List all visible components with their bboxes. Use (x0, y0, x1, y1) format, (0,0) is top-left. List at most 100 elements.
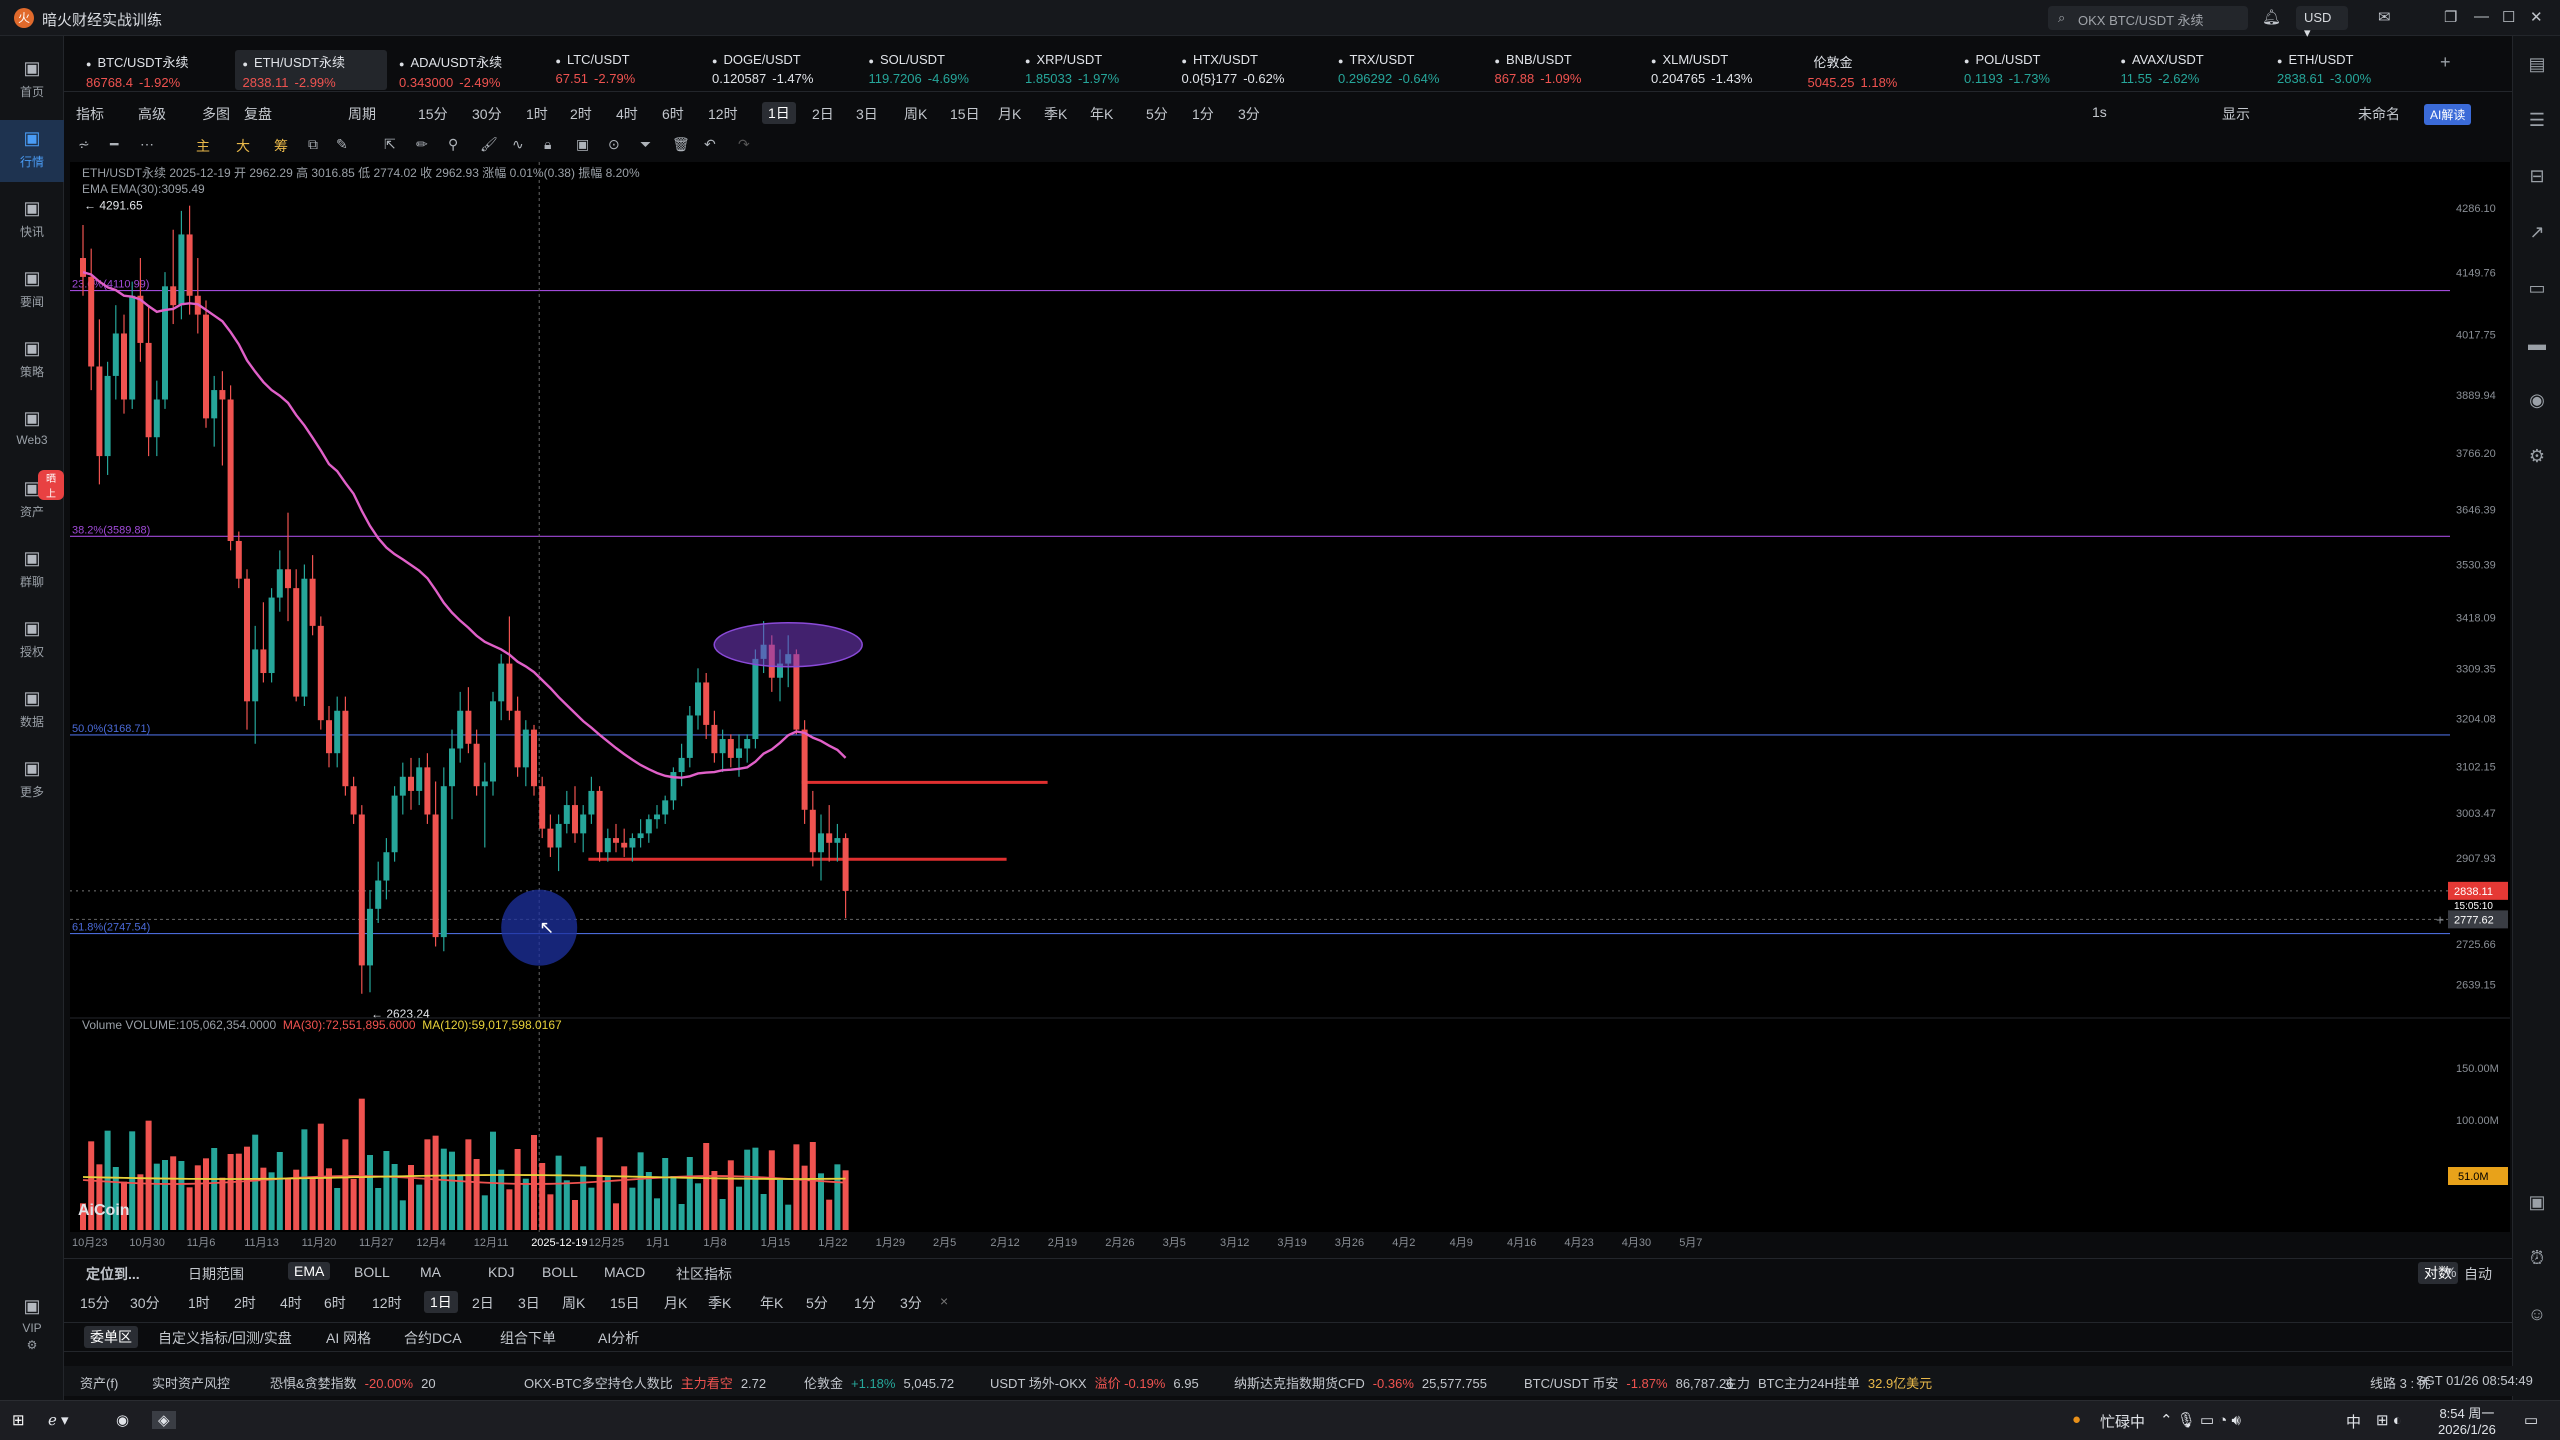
ticker-item[interactable]: BTC/USDT永续 86768.4 -1.92% (78, 50, 230, 90)
ticker-item[interactable]: LTC/USDT 67.51 -2.79% (548, 50, 700, 90)
edit-icon[interactable]: ✎ (336, 136, 348, 152)
period-tab[interactable]: 30分 (130, 1295, 160, 1311)
brush-icon[interactable]: 🖌︎ (480, 136, 498, 152)
trash-icon[interactable]: 🗑︎ (672, 136, 690, 152)
period-tab[interactable]: 月K (664, 1295, 688, 1311)
robot-icon[interactable]: ◉ (2529, 390, 2545, 410)
maximize-icon[interactable]: ☐ (2502, 9, 2516, 26)
chatbot-icon[interactable]: ☺ (2527, 1304, 2547, 1324)
period-tab[interactable]: 3日 (518, 1295, 540, 1311)
toolbar-item[interactable]: 复盘 (244, 106, 272, 122)
period-tab[interactable]: 1日 (424, 1291, 458, 1313)
main-chart-toggle[interactable]: 主 (196, 138, 210, 154)
sidebar-item-3[interactable]: ▣ 要闻 (0, 260, 64, 322)
toolbar-item[interactable]: 月K (998, 106, 1022, 122)
sidebar-item-1[interactable]: ▣ 行情 (0, 120, 64, 182)
indicator-tab[interactable]: 定位到... (86, 1266, 140, 1282)
toolbar-item[interactable]: 多图 (202, 106, 230, 122)
sidebar-item-11[interactable]: ▣ VIP (0, 1288, 64, 1350)
toolbar-item[interactable]: 3日 (856, 106, 878, 122)
ticker-item[interactable]: XRP/USDT 1.85033 -1.97% (1017, 50, 1169, 90)
bell-icon[interactable]: 🔔︎ (2262, 9, 2282, 26)
trade-tab[interactable]: 委单区 (84, 1326, 138, 1348)
status-item[interactable]: USDT 场外-OKX 溢价 -0.19% 6.95 (990, 1373, 1199, 1392)
toolbar-item[interactable]: 5分 (1146, 106, 1168, 122)
toolbar-item[interactable]: 1分 (1192, 106, 1214, 122)
search-input[interactable]: ⌕ OKX BTC/USDT 永续 (2048, 6, 2248, 30)
indicator-tab[interactable]: MACD (604, 1264, 646, 1280)
indicator-tab[interactable]: 日期范围 (188, 1266, 244, 1282)
toolbar-item[interactable]: 3分 (1238, 106, 1260, 122)
status-item[interactable]: 恐惧&贪婪指数 -20.00% 20 (270, 1373, 436, 1392)
toolbar-item[interactable]: 1日 (762, 102, 796, 124)
sidebar-item-2[interactable]: ▣ 快讯 (0, 190, 64, 252)
sidebar-item-8[interactable]: ▣ 授权 (0, 610, 64, 672)
trade-tab[interactable]: AI 网格 (326, 1330, 372, 1346)
chip-toggle[interactable]: 筹 (274, 138, 288, 154)
axis-option[interactable]: % (2444, 1264, 2457, 1280)
toolbar-item[interactable]: 年K (1090, 106, 1114, 122)
mail-icon[interactable]: ✉ (2378, 9, 2391, 26)
toolbar-item[interactable]: 15日 (950, 106, 980, 122)
browser-icon[interactable]: ℯ ▾ (48, 1412, 69, 1429)
toolbar-right-item[interactable]: 未命名 (2358, 106, 2400, 122)
pen-icon[interactable]: ✏ (416, 136, 428, 152)
status-item[interactable]: 资产(f) (80, 1373, 118, 1392)
redo-icon[interactable]: ↷ (738, 136, 750, 152)
trade-tab[interactable]: 组合下单 (500, 1330, 556, 1346)
window-restore-icon[interactable]: ❐ (2444, 9, 2458, 26)
ticker-item[interactable]: POL/USDT 0.1193 -1.73% (1956, 50, 2108, 90)
status-item[interactable]: 伦敦金 +1.18% 5,045.72 (804, 1373, 954, 1392)
windows-start-icon[interactable]: ⊞ (12, 1412, 25, 1429)
tray-extra-icons[interactable]: ⊞ ◐ (2376, 1412, 2402, 1429)
indicator-tab[interactable]: KDJ (488, 1264, 515, 1280)
ticker-item[interactable]: XLM/USDT 0.204765 -1.43% (1643, 50, 1795, 90)
ai-interpret-button[interactable]: AI解读 (2424, 104, 2472, 125)
period-tab[interactable]: 4时 (280, 1295, 302, 1311)
sidebar-item-4[interactable]: ▣ 策略 (0, 330, 64, 392)
period-tab[interactable]: 2时 (234, 1295, 256, 1311)
status-item[interactable]: 纳斯达克指数期货CFD -0.36% 25,577.755 (1234, 1373, 1487, 1392)
period-tab[interactable]: 6时 (324, 1295, 346, 1311)
period-tab[interactable]: 季K (708, 1295, 732, 1311)
toolbar-item[interactable]: 2日 (812, 106, 834, 122)
indicator-tab[interactable]: 社区指标 (676, 1266, 732, 1282)
toolbar-item[interactable]: 指标 (76, 106, 104, 122)
toolbar-item[interactable]: 周期 (348, 106, 376, 122)
list-icon[interactable]: ☰ (2528, 110, 2546, 130)
toolbar-item[interactable]: 1时 (526, 106, 548, 122)
card-icon[interactable]: ▬ (2528, 334, 2546, 354)
trade-tab[interactable]: AI分析 (598, 1330, 640, 1346)
status-item[interactable]: BTC/USDT 币安 -1.87% 86,787.26 (1524, 1373, 1733, 1392)
filter-icon[interactable]: ⏷ (640, 136, 652, 152)
compare-icon[interactable]: ⧉ (308, 136, 318, 152)
minimize-icon[interactable]: — (2474, 8, 2489, 25)
close-icon[interactable]: ✕ (2530, 9, 2543, 26)
axis-option[interactable]: 自动 (2464, 1266, 2492, 1282)
toolbar-item[interactable]: 周K (904, 106, 928, 122)
ticker-item[interactable]: HTX/USDT 0.0{5}177 -0.62% (1174, 50, 1326, 90)
app-taskbar-icon[interactable]: ◈ (152, 1411, 176, 1429)
ticker-item[interactable]: 伦敦金 5045.25 1.18% (1800, 50, 1952, 90)
toolbar-right-item[interactable]: 显示 (2222, 106, 2250, 122)
ime-icon[interactable]: ● (2072, 1411, 2082, 1428)
sidebar-item-0[interactable]: ▣ 首页 (0, 50, 64, 112)
indicator-tab[interactable]: BOLL (354, 1264, 390, 1280)
sidebar-item-6[interactable]: ▣ 资产 晒上 (0, 470, 64, 532)
ticker-item[interactable]: DOGE/USDT 0.120587 -1.47% (704, 50, 856, 90)
ticker-item[interactable]: BNB/USDT 867.88 -1.09% (1487, 50, 1639, 90)
tray-icons[interactable]: ⌃ 🎙︎ ▭ ◔ 🔊︎ (2160, 1412, 2241, 1429)
monitor-icon[interactable]: ▭ (2528, 278, 2546, 298)
toolbar-item[interactable]: 30分 (472, 106, 502, 122)
candlestick-chart[interactable]: 4286.10 4149.76 4017.75 3889.94 3766.20 3646.… (70, 162, 2510, 1258)
alert-icon[interactable]: ⏰︎ (2529, 1248, 2545, 1268)
candle-type-icon[interactable]: ⩫ (78, 136, 90, 152)
lang-indicator[interactable]: 中 (2346, 1414, 2362, 1431)
sidebar-item-7[interactable]: ▣ 群聊 (0, 540, 64, 602)
period-tab[interactable]: 5分 (806, 1295, 828, 1311)
period-tab[interactable]: 1时 (188, 1295, 210, 1311)
period-tab[interactable]: 1分 (854, 1295, 876, 1311)
clock[interactable]: 8:54 周一 2026/1/26 (2438, 1403, 2496, 1437)
toolbar-item[interactable]: 6时 (662, 106, 684, 122)
ticker-item[interactable]: AVAX/USDT 11.55 -2.62% (2113, 50, 2265, 90)
